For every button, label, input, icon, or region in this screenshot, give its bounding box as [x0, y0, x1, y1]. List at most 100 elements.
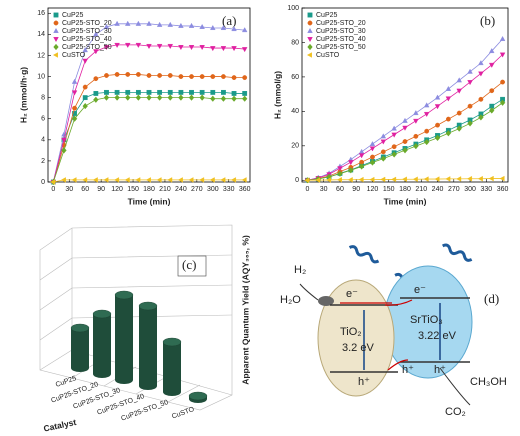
marker	[499, 99, 506, 106]
marker	[188, 177, 194, 183]
marker	[423, 176, 429, 182]
marker	[304, 177, 310, 184]
marker	[358, 163, 365, 170]
marker	[478, 96, 484, 102]
marker	[434, 94, 441, 100]
marker	[71, 78, 78, 84]
marker	[135, 94, 142, 101]
marker	[488, 175, 494, 182]
marker	[114, 72, 120, 77]
excitation-arrow	[363, 303, 441, 370]
marker	[146, 94, 152, 101]
label-h: h⁺	[402, 364, 414, 376]
marker	[157, 89, 163, 95]
marker	[156, 177, 162, 183]
legend-label: CuSTO	[62, 52, 86, 59]
marker	[145, 177, 151, 183]
marker	[199, 89, 205, 95]
series-line	[307, 54, 503, 181]
marker	[103, 23, 110, 29]
marker	[60, 177, 66, 183]
y-tick-label: 4	[41, 137, 45, 144]
marker	[210, 95, 216, 102]
legend-marker	[307, 37, 313, 43]
marker	[199, 74, 205, 79]
marker	[412, 176, 418, 183]
series-line	[307, 38, 503, 181]
y-tick-label: 20	[291, 143, 299, 150]
marker	[445, 85, 452, 91]
marker	[380, 133, 387, 139]
tio2-particle	[317, 279, 395, 397]
marker	[423, 102, 430, 108]
series-line	[52, 97, 245, 183]
marker	[445, 176, 451, 182]
marker	[146, 73, 152, 78]
transfer-arrow	[340, 299, 413, 371]
x-tick-label: 360	[497, 186, 509, 193]
y-tick-label: 16	[37, 10, 45, 17]
x-tick-label: 180	[143, 186, 155, 193]
marker	[93, 96, 99, 103]
marker	[114, 177, 120, 183]
marker	[103, 177, 109, 183]
marker	[369, 146, 376, 152]
legend-marker	[307, 27, 313, 33]
marker	[467, 80, 473, 86]
marker	[391, 151, 397, 158]
marker	[220, 95, 227, 102]
marker	[488, 48, 495, 54]
series-line	[52, 91, 245, 183]
marker	[231, 95, 237, 102]
label-e: e⁻	[346, 288, 358, 300]
marker	[231, 91, 237, 96]
marker	[104, 73, 109, 78]
marker	[156, 21, 163, 27]
marker	[210, 24, 216, 30]
legend-marker	[307, 43, 313, 51]
diagram: H₂ H₂O e⁻ e⁻ TiO₂ 3.2 eV SrTiO₃ 3.22 eV …	[280, 243, 507, 418]
bar	[93, 314, 111, 378]
marker	[489, 88, 495, 94]
marker	[478, 114, 484, 121]
x-tick-label: 270	[191, 186, 203, 193]
legend-marker	[53, 37, 59, 43]
marker	[477, 175, 483, 182]
marker	[221, 89, 226, 95]
legend-marker	[53, 20, 59, 26]
marker	[467, 120, 473, 127]
marker	[488, 62, 495, 68]
marker	[445, 116, 451, 122]
marker	[391, 144, 397, 150]
marker	[466, 175, 473, 182]
marker	[103, 45, 110, 51]
marker	[337, 170, 343, 177]
legend-label: CuP25-STO_20	[316, 20, 366, 27]
marker	[167, 73, 173, 78]
legend-label: CuP25-STO_50	[62, 44, 112, 51]
x-tick-label: CuP25	[55, 375, 78, 389]
bar-top	[162, 337, 182, 347]
y-tick-label: 60	[291, 74, 299, 81]
y-tick-label: 2	[41, 158, 45, 165]
marker	[231, 46, 237, 52]
marker	[146, 44, 152, 50]
marker	[189, 89, 194, 95]
marker	[242, 91, 248, 96]
marker	[499, 52, 506, 58]
marker	[413, 142, 419, 150]
marker	[358, 148, 365, 154]
legend-label: CuP25	[316, 12, 338, 19]
marker	[82, 58, 88, 64]
y-tick-label: 10	[37, 73, 45, 80]
marker	[188, 22, 195, 28]
bar-top	[138, 301, 158, 311]
label-h2o: H₂O	[280, 294, 301, 306]
x-tick-label: 210	[415, 186, 427, 193]
marker	[135, 42, 142, 48]
label-gap: 3.22 eV	[418, 330, 457, 342]
marker	[178, 89, 184, 95]
x-tick-label: 0	[305, 186, 309, 193]
label-tio2: TiO₂	[340, 326, 362, 338]
